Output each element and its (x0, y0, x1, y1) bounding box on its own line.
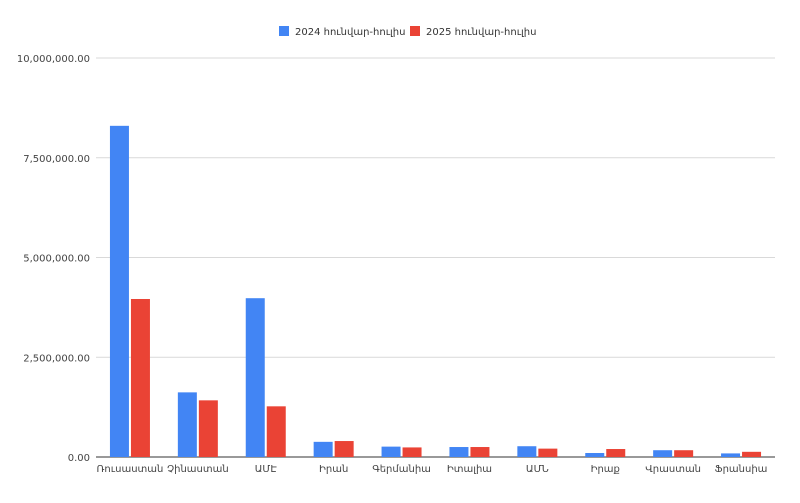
bar-series2-2[interactable] (266, 406, 286, 457)
x-tick-label: Իտալիա (447, 464, 492, 475)
x-tick-label: Ֆրանսիա (715, 464, 768, 475)
bar-series1-7[interactable] (585, 453, 605, 457)
gridlines (96, 57, 775, 458)
bar-series1-2[interactable] (245, 298, 265, 457)
y-tick-label: 2,500,000.00 (23, 353, 90, 364)
x-tick-label: Վրաստան (645, 464, 701, 475)
y-tick-label: 7,500,000.00 (23, 154, 90, 165)
bar-series1-0[interactable] (109, 125, 129, 457)
legend-item[interactable]: 2024 հունվար-հուլիս (279, 26, 405, 38)
y-axis: 0.00 2,500,000.00 5,000,000.00 7,500,000.00… (17, 54, 90, 464)
bar-series2-6[interactable] (538, 448, 558, 457)
x-tick-label: ԱՄԷ (255, 464, 278, 475)
bar-series2-4[interactable] (402, 447, 422, 457)
bars (109, 125, 762, 457)
bar-series1-3[interactable] (313, 441, 333, 457)
bar-series2-8[interactable] (674, 450, 694, 457)
legend-swatch (410, 26, 420, 36)
y-tick-label: 10,000,000.00 (17, 54, 90, 65)
legend-swatch (279, 26, 289, 36)
bar-series2-5[interactable] (470, 447, 490, 457)
bar-series2-1[interactable] (198, 400, 218, 457)
x-tick-label: Իրաք (591, 464, 620, 475)
bar-series1-1[interactable] (177, 392, 197, 457)
legend-item[interactable]: 2025 հունվար-հուլիս (410, 26, 536, 38)
bar-series1-9[interactable] (721, 453, 741, 457)
x-tick-label: Ռուսաստան (97, 464, 164, 475)
legend-label: 2025 հունվար-հուլիս (426, 27, 536, 38)
x-tick-label: Իրան (319, 464, 348, 475)
bar-series1-5[interactable] (449, 447, 469, 457)
x-tick-label: ԱՄՆ (526, 464, 549, 475)
x-tick-label: Գերմանիա (372, 464, 431, 475)
x-axis: Ռուսաստան Չինաստան ԱՄԷ Իրան Գերմանիա Իտալիա ԱՄ… (97, 464, 768, 475)
bar-series2-3[interactable] (334, 441, 354, 457)
legend: 2024 հունվար-հուլիս 2025 հունվար-հուլիս (279, 26, 536, 38)
x-tick-label: Չինաստան (167, 464, 229, 475)
bar-series1-6[interactable] (517, 446, 537, 457)
bar-series2-9[interactable] (742, 451, 762, 457)
bar-series1-8[interactable] (653, 450, 673, 457)
bar-series2-0[interactable] (130, 298, 150, 457)
y-tick-label: 0.00 (68, 453, 90, 464)
bar-series1-4[interactable] (381, 446, 401, 457)
bar-series2-7[interactable] (606, 449, 626, 457)
y-tick-label: 5,000,000.00 (23, 254, 90, 265)
legend-label: 2024 հունվար-հուլիս (295, 27, 405, 38)
